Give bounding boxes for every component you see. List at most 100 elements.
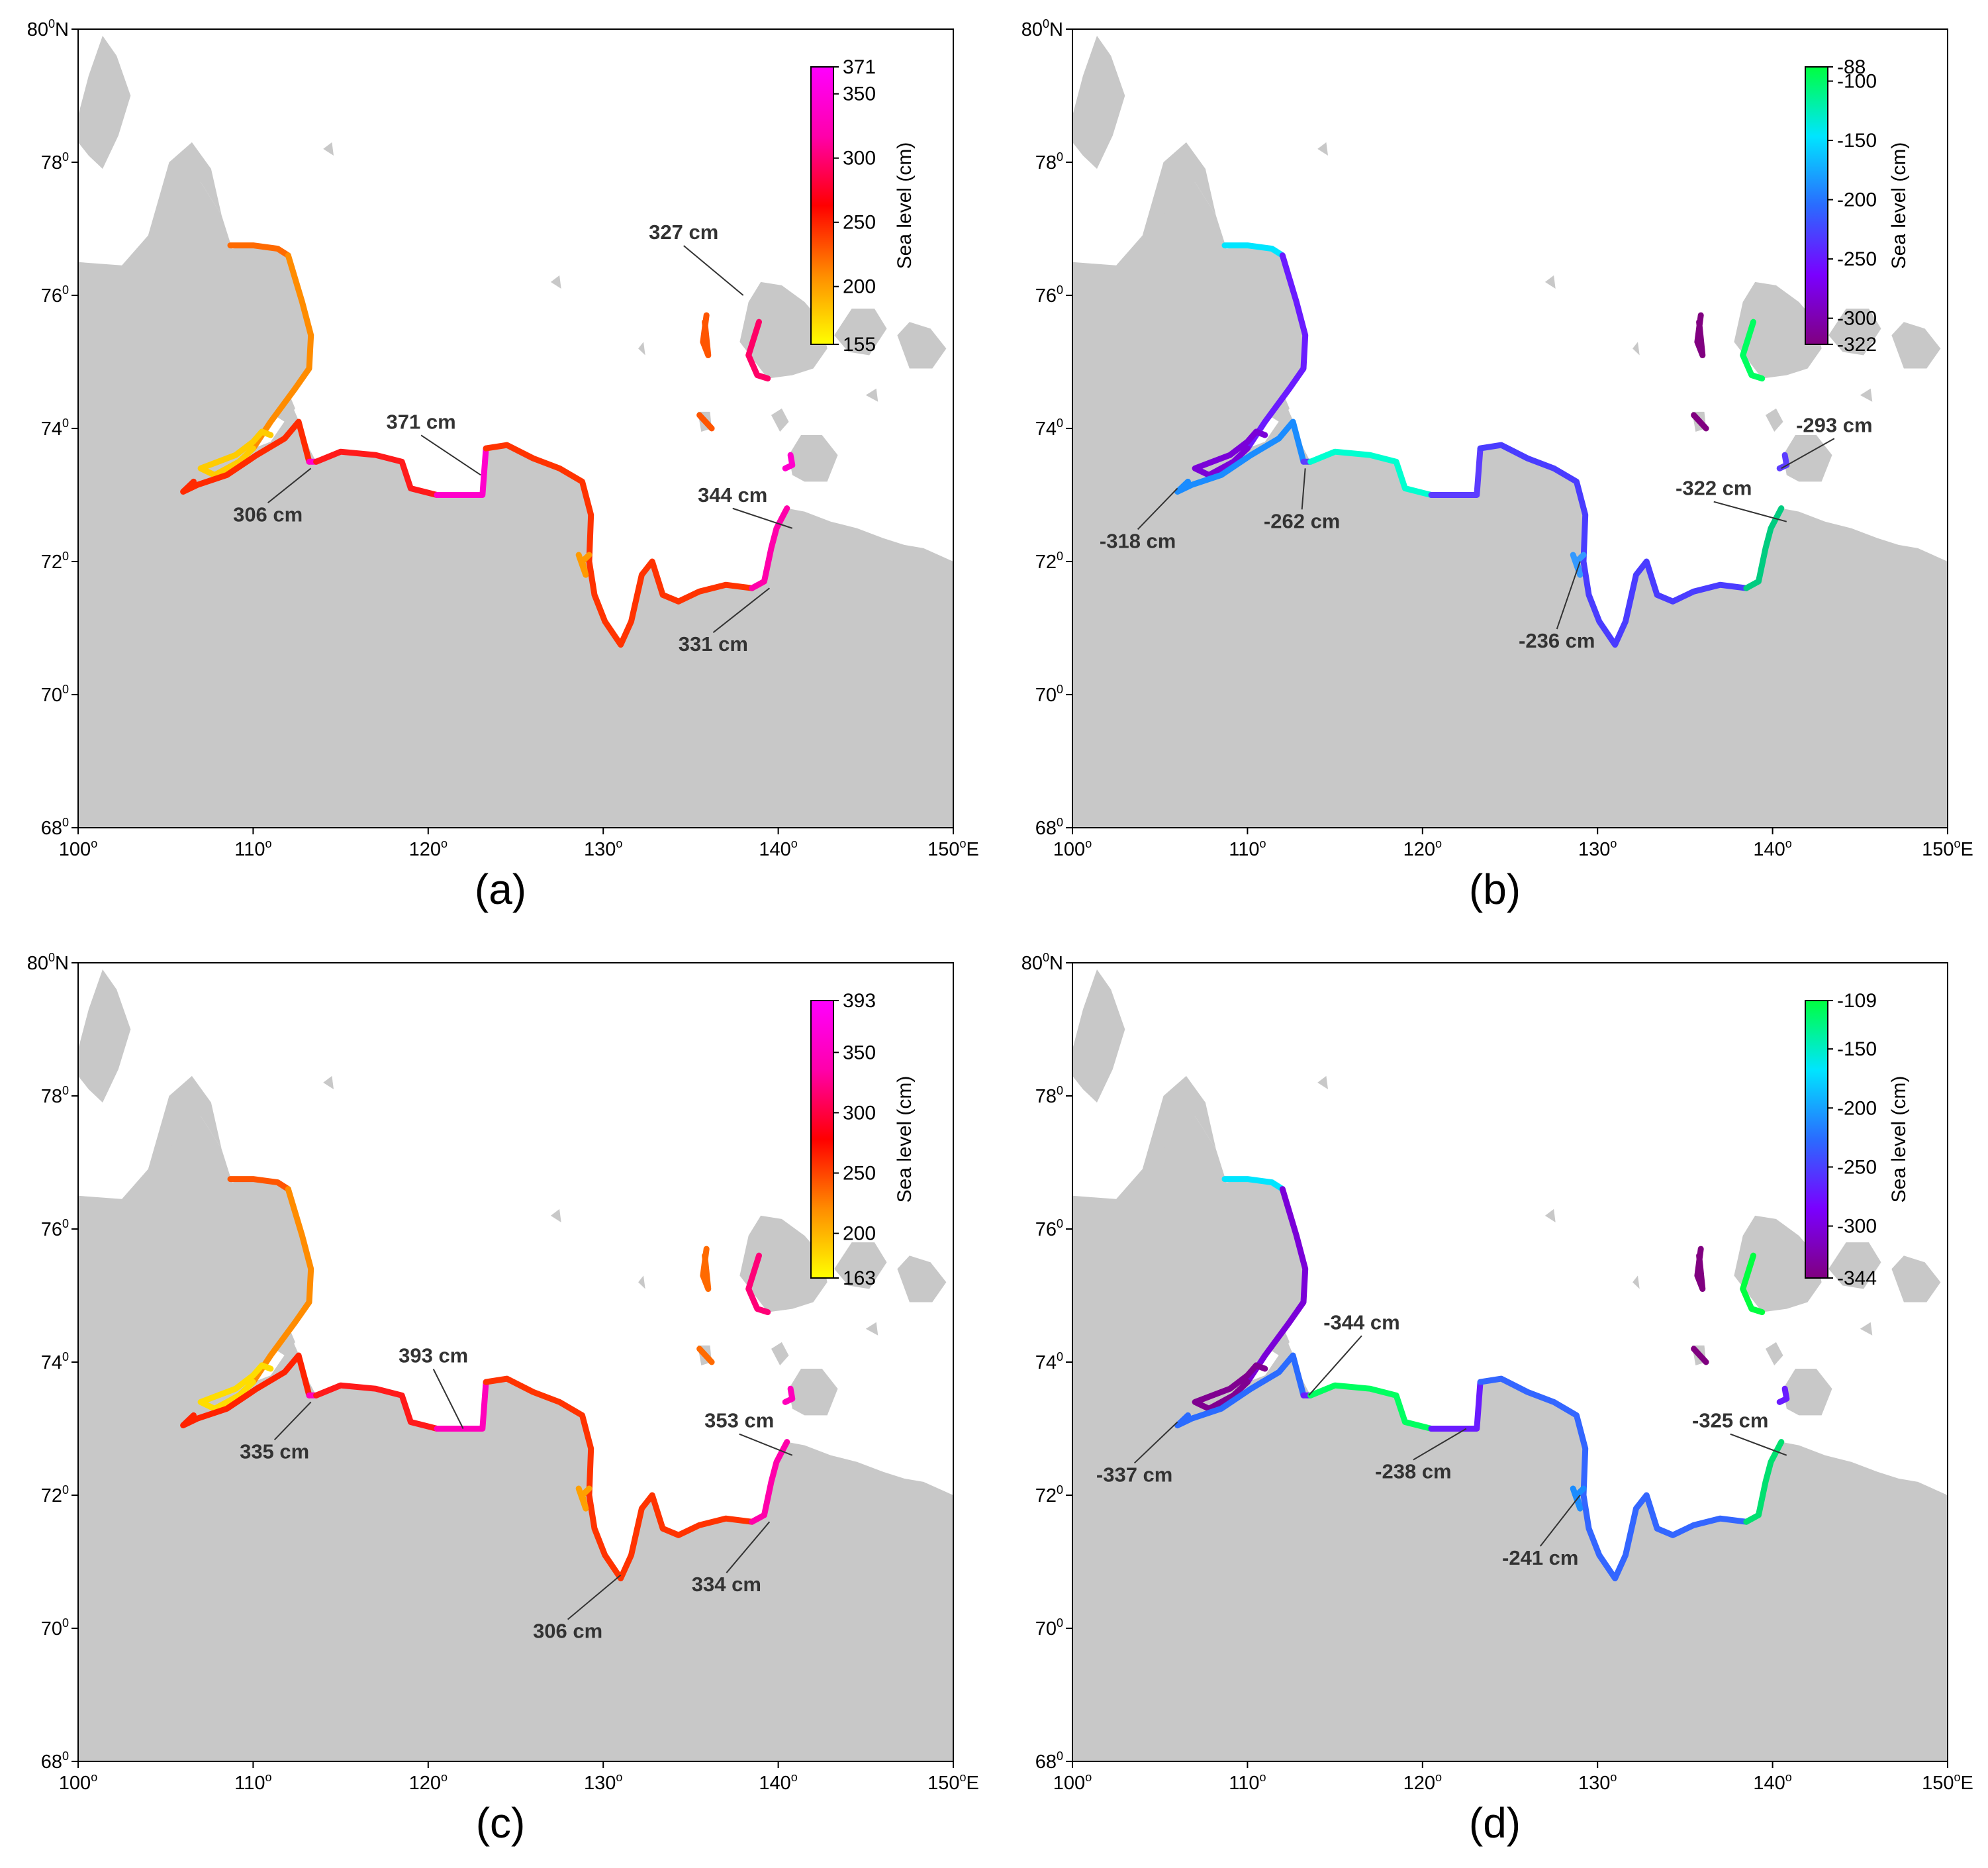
- lon-tick-label: 140o: [759, 837, 797, 860]
- coast-segment: [434, 1379, 489, 1432]
- coastline-sea-level: [1174, 1176, 1790, 1582]
- colorbar: [810, 66, 834, 345]
- islet: [1317, 1075, 1328, 1089]
- lat-tick-label: 800N: [27, 17, 69, 40]
- coast-segment: [782, 1385, 796, 1405]
- coast-segment: [1192, 428, 1268, 478]
- coast-segment: [250, 1186, 314, 1385]
- lat-tick-label: 780: [41, 1084, 69, 1107]
- severnaya-zemlya: [1072, 36, 1125, 169]
- annotation-leader: [1133, 1421, 1178, 1464]
- lon-tick-label: 130o: [1578, 1771, 1617, 1794]
- annotation-label: -236 cm: [1519, 629, 1595, 652]
- annotation-leader: [1301, 468, 1306, 510]
- colorbar-tick-label: -250: [1837, 1156, 1877, 1178]
- coast-segment: [227, 242, 291, 259]
- islet: [1317, 142, 1328, 156]
- islet: [1544, 1208, 1556, 1222]
- panel-label: (d): [1468, 1799, 1521, 1847]
- panel-label: (c): [475, 1799, 526, 1847]
- coast-segment: [483, 442, 755, 648]
- coast-segment: [1694, 1246, 1706, 1292]
- lat-tick-label: 680: [41, 816, 69, 839]
- islet: [1860, 1322, 1873, 1336]
- annotation-label: 335 cm: [240, 1440, 309, 1463]
- lat-tick-label: 800N: [1021, 17, 1063, 40]
- annotation-label: 344 cm: [698, 483, 767, 507]
- lat-tick-label: 760: [1035, 1217, 1063, 1240]
- annotation-leader: [1137, 487, 1178, 530]
- lon-tick-label: 110o: [1229, 1771, 1266, 1794]
- lon-tick-label: 120o: [1403, 1771, 1442, 1794]
- colorbar-tick-label: 350: [843, 83, 876, 105]
- colorbar-tick-label: -250: [1837, 248, 1877, 270]
- lat-tick-label: 780: [1035, 1084, 1063, 1107]
- severnaya-zemlya: [78, 36, 131, 169]
- islet: [1860, 388, 1873, 402]
- colorbar-tick-label: -150: [1837, 130, 1877, 152]
- land-layer: [1072, 963, 1948, 1761]
- coast-segment: [1428, 1379, 1484, 1432]
- annotation-leader: [1556, 561, 1581, 630]
- coast-segment: [227, 1176, 291, 1193]
- lon-tick-label: 110o: [1229, 837, 1266, 860]
- coast-segment: [434, 445, 489, 498]
- islet: [865, 1322, 878, 1336]
- faddeyevsky-island: [834, 1242, 887, 1289]
- annotation-leader: [739, 1433, 793, 1456]
- lon-tick-label: 110o: [234, 1771, 271, 1794]
- coast-segment: [313, 1382, 440, 1432]
- lat-tick-label: 760: [1035, 283, 1063, 307]
- lon-tick-label: 140o: [1753, 1771, 1791, 1794]
- colorbar: [810, 1000, 834, 1279]
- annotation-label: -322 cm: [1676, 477, 1752, 500]
- islet: [638, 1275, 645, 1289]
- coast-segment: [1174, 418, 1307, 495]
- coast-segment: [700, 312, 712, 358]
- annotation-label: 371 cm: [387, 410, 456, 433]
- maly-lyakhovsky-island: [771, 1342, 789, 1365]
- annotation-leader: [712, 587, 770, 633]
- annotation-label: -337 cm: [1096, 1463, 1172, 1486]
- lon-tick-label: 120o: [1403, 837, 1442, 860]
- coast-segment: [197, 1362, 274, 1412]
- coast-segment: [575, 552, 592, 578]
- taymyr-peninsula: [148, 1075, 222, 1169]
- bolshoy-lyakhovsky-island: [788, 1369, 838, 1416]
- coast-segment: [1192, 1362, 1268, 1412]
- islet: [638, 342, 645, 356]
- lon-tick-label: 150oE: [1922, 1771, 1973, 1794]
- map-panel-b: 100o 110o 120o 130o 140o 150oE 680 700 720 740 760…: [994, 0, 1988, 934]
- novaya-sibir-island: [1891, 1255, 1941, 1303]
- lon-tick-label: 100o: [59, 837, 97, 860]
- severnaya-zemlya: [78, 969, 131, 1103]
- coast-segment: [180, 1352, 312, 1428]
- kotelny-island: [739, 1215, 828, 1312]
- islet: [323, 1075, 334, 1089]
- colorbar: [1805, 1000, 1828, 1279]
- islet: [550, 275, 561, 289]
- lon-tick-label: 100o: [1053, 1771, 1092, 1794]
- maly-lyakhovsky-island: [1766, 1342, 1783, 1365]
- islet: [550, 1208, 561, 1222]
- lon-tick-label: 130o: [584, 1771, 622, 1794]
- lat-tick-label: 680: [1035, 816, 1063, 839]
- coast-segment: [749, 1439, 790, 1525]
- colorbar-tick-label: 200: [843, 276, 876, 298]
- novaya-sibir-island: [1891, 322, 1941, 369]
- annotation-leader: [567, 1574, 622, 1620]
- colorbar-tick-label: -200: [1837, 189, 1877, 211]
- lon-tick-label: 120o: [409, 837, 448, 860]
- annotation-leader: [732, 507, 793, 529]
- colorbar-tick-label: 300: [843, 1102, 876, 1124]
- coast-segment: [696, 412, 715, 432]
- colorbar-tick-label: 371: [843, 56, 876, 78]
- lon-tick-label: 140o: [1753, 837, 1791, 860]
- colorbar-title: Sea level (cm): [894, 1076, 916, 1203]
- annotation-label: 334 cm: [692, 1573, 761, 1596]
- colorbar-tick-label: -100: [1837, 70, 1877, 92]
- bolshoy-lyakhovsky-island: [1783, 1369, 1832, 1416]
- colorbar-tick-label: 350: [843, 1042, 876, 1063]
- lat-tick-label: 780: [1035, 150, 1063, 173]
- lat-tick-label: 780: [41, 150, 69, 173]
